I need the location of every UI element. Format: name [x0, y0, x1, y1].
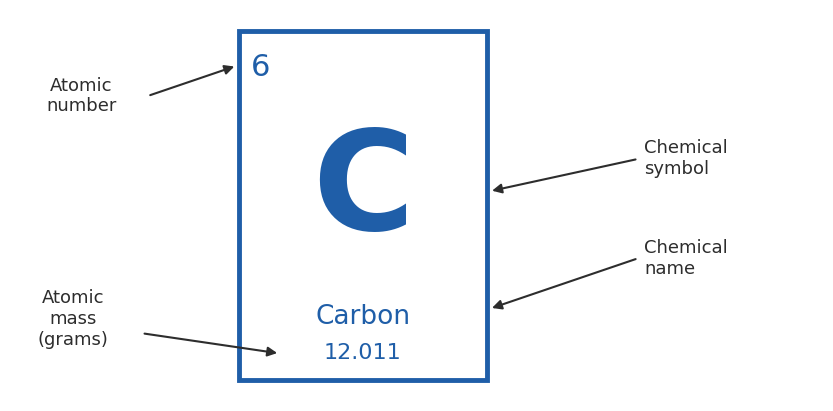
Text: 6: 6 [251, 53, 271, 83]
Text: Chemical
name: Chemical name [644, 239, 728, 277]
Text: Chemical
symbol: Chemical symbol [644, 139, 728, 178]
Text: Carbon: Carbon [315, 304, 411, 330]
Bar [238, 31, 486, 380]
Text: 12.011: 12.011 [324, 344, 402, 363]
Text: Atomic
mass
(grams): Atomic mass (grams) [37, 289, 108, 349]
Text: Atomic
number: Atomic number [46, 76, 117, 115]
Text: C: C [312, 124, 414, 259]
